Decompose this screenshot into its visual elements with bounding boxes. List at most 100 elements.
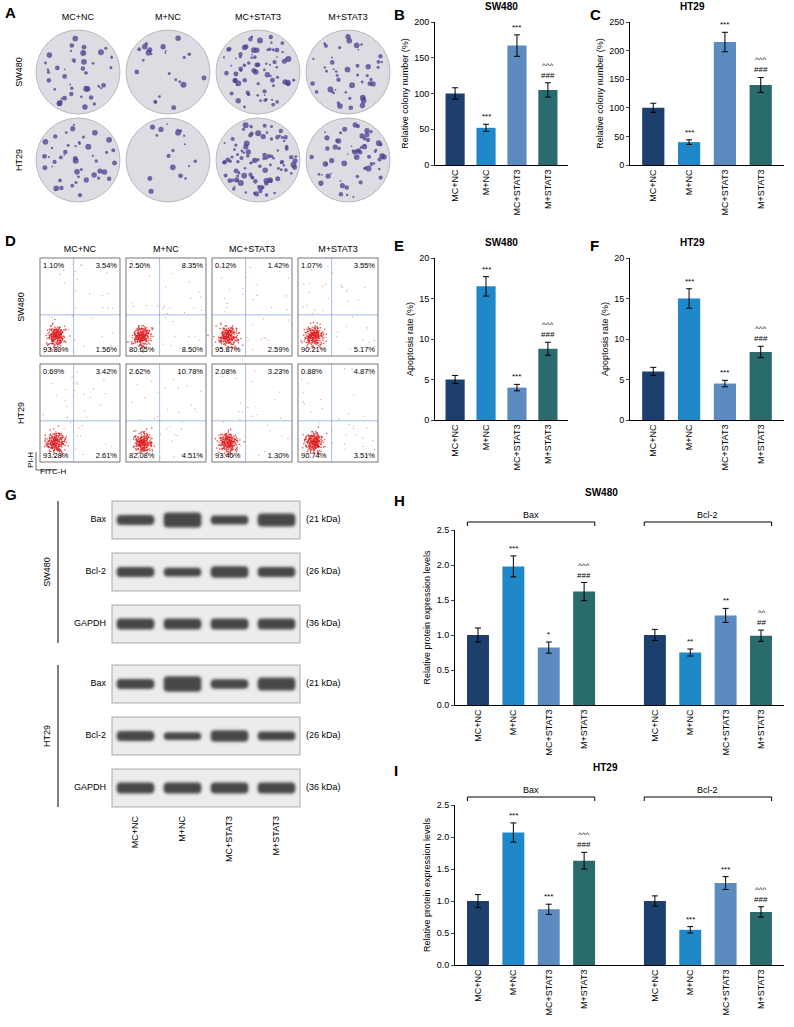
svg-text:10: 10 [614, 334, 624, 344]
svg-text:150: 150 [609, 74, 624, 84]
svg-text:M+NC: M+NC [481, 424, 491, 450]
svg-text:95.87%: 95.87% [215, 345, 241, 354]
svg-text:***: *** [509, 544, 518, 553]
svg-text:SW480: SW480 [485, 237, 518, 248]
svg-text:M+STAT3: M+STAT3 [318, 244, 357, 254]
svg-text:MC+NC: MC+NC [450, 424, 460, 457]
svg-text:MC+NC: MC+NC [64, 244, 97, 254]
svg-text:HT29: HT29 [593, 762, 618, 773]
svg-text:15: 15 [419, 294, 429, 304]
svg-text:HT29: HT29 [680, 1, 705, 12]
svg-text:***: *** [544, 892, 553, 901]
svg-text:0: 0 [424, 415, 429, 425]
svg-text:M+NC: M+NC [684, 424, 694, 450]
svg-text:3.42%: 3.42% [96, 367, 118, 376]
svg-text:Apoptosis rate (%): Apoptosis rate (%) [405, 302, 415, 376]
svg-text:^^^###: ^^^### [754, 885, 768, 904]
svg-text:Bax: Bax [90, 678, 106, 688]
svg-text:2.0: 2.0 [437, 560, 450, 570]
svg-text:MC+NC: MC+NC [473, 969, 483, 1002]
svg-text:2.61%: 2.61% [96, 451, 118, 460]
svg-text:M+STAT3: M+STAT3 [579, 970, 589, 1009]
svg-text:A: A [5, 4, 16, 21]
svg-text:Relative protein expression le: Relative protein expression levels [422, 817, 432, 952]
svg-text:100: 100 [609, 103, 624, 113]
svg-text:0.0: 0.0 [437, 700, 450, 710]
svg-text:M+STAT3: M+STAT3 [543, 425, 553, 464]
svg-text:MC+STAT3: MC+STAT3 [720, 170, 730, 216]
svg-text:90.21%: 90.21% [301, 345, 327, 354]
svg-text:*: * [547, 630, 550, 639]
svg-text:200: 200 [414, 17, 429, 27]
svg-text:***: *** [512, 372, 521, 381]
svg-text:***: *** [685, 277, 694, 286]
svg-text:3.55%: 3.55% [354, 261, 376, 270]
svg-text:Bcl-2: Bcl-2 [697, 510, 718, 520]
svg-text:(21 kDa): (21 kDa) [306, 678, 341, 688]
svg-text:MC+STAT3: MC+STAT3 [224, 816, 234, 862]
svg-text:MC+NC: MC+NC [450, 169, 460, 202]
svg-text:1.07%: 1.07% [301, 261, 323, 270]
svg-text:M+NC: M+NC [481, 169, 491, 195]
svg-text:^^^###: ^^^### [541, 320, 555, 339]
svg-text:(36 kDa): (36 kDa) [306, 618, 341, 628]
svg-text:M+STAT3: M+STAT3 [328, 12, 367, 22]
svg-text:***: *** [482, 112, 491, 121]
svg-text:50: 50 [614, 132, 624, 142]
svg-text:SW480: SW480 [585, 487, 618, 498]
svg-text:**: ** [687, 637, 693, 646]
svg-text:0: 0 [619, 160, 624, 170]
svg-text:FITC-H: FITC-H [40, 467, 66, 476]
svg-text:M+STAT3: M+STAT3 [756, 710, 766, 749]
svg-text:Bcl-2: Bcl-2 [85, 566, 106, 576]
svg-text:2.08%: 2.08% [215, 367, 237, 376]
svg-text:1.5: 1.5 [437, 595, 450, 605]
svg-text:MC+NC: MC+NC [62, 12, 95, 22]
svg-text:15: 15 [614, 294, 624, 304]
svg-text:2.5: 2.5 [437, 525, 450, 535]
svg-text:1.56%: 1.56% [96, 345, 118, 354]
svg-text:4.51%: 4.51% [182, 451, 204, 460]
svg-text:Bax: Bax [523, 785, 539, 795]
svg-text:1.42%: 1.42% [268, 261, 290, 270]
svg-text:MC+STAT3: MC+STAT3 [229, 244, 275, 254]
svg-text:SW480: SW480 [42, 557, 52, 587]
svg-text:93.28%: 93.28% [43, 451, 69, 460]
svg-text:M+STAT3: M+STAT3 [579, 710, 589, 749]
svg-text:PI-H: PI-H [26, 452, 35, 468]
svg-text:(21 kDa): (21 kDa) [306, 514, 341, 524]
svg-text:G: G [5, 486, 17, 503]
svg-text:Bax: Bax [523, 510, 539, 520]
svg-text:8.35%: 8.35% [182, 261, 204, 270]
svg-text:M+NC: M+NC [684, 169, 694, 195]
svg-text:M+NC: M+NC [177, 816, 187, 842]
svg-text:90.74%: 90.74% [301, 451, 327, 460]
svg-text:0: 0 [619, 415, 624, 425]
svg-text:Relative colony number (%): Relative colony number (%) [400, 38, 410, 149]
svg-text:MC+STAT3: MC+STAT3 [721, 710, 731, 756]
svg-text:Relative colony number (%): Relative colony number (%) [595, 38, 605, 149]
svg-text:***: *** [512, 23, 521, 32]
svg-text:^^^###: ^^^### [754, 324, 768, 343]
svg-text:2.5: 2.5 [437, 800, 450, 810]
svg-text:F: F [590, 237, 599, 254]
svg-text:5: 5 [619, 375, 624, 385]
svg-text:MC+STAT3: MC+STAT3 [235, 12, 281, 22]
svg-text:E: E [394, 237, 404, 254]
svg-text:5: 5 [424, 375, 429, 385]
svg-text:H: H [394, 492, 405, 509]
svg-text:100: 100 [414, 89, 429, 99]
svg-text:2.62%: 2.62% [129, 367, 151, 376]
svg-text:HT29: HT29 [16, 402, 26, 424]
svg-text:M+STAT3: M+STAT3 [543, 170, 553, 209]
svg-text:MC+NC: MC+NC [650, 969, 660, 1002]
svg-text:MC+STAT3: MC+STAT3 [512, 425, 522, 471]
svg-text:M+STAT3: M+STAT3 [756, 170, 766, 209]
svg-text:SW480: SW480 [16, 292, 26, 322]
svg-text:2.50%: 2.50% [129, 261, 151, 270]
svg-text:1.0: 1.0 [437, 630, 450, 640]
svg-text:(26 kDa): (26 kDa) [306, 566, 341, 576]
svg-text:HT29: HT29 [14, 149, 24, 171]
svg-text:^^^###: ^^^### [577, 561, 591, 580]
svg-text:M+STAT3: M+STAT3 [271, 816, 281, 855]
